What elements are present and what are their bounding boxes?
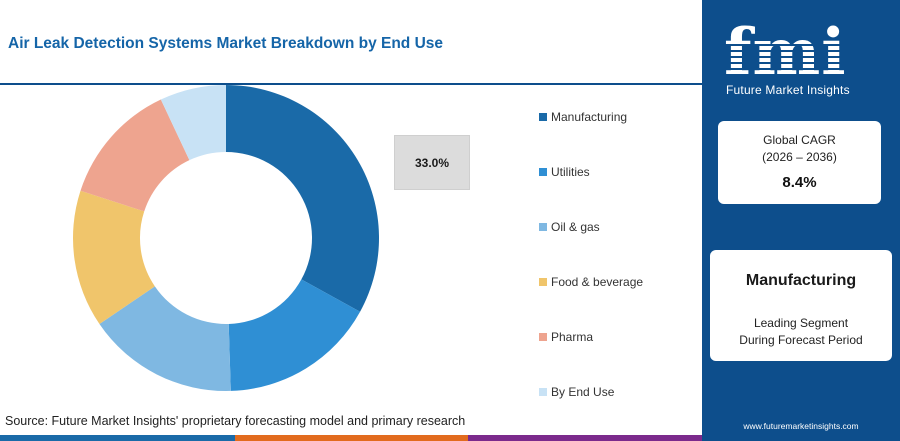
fmi-logo: fmi Future Market Insights	[702, 0, 900, 105]
cagr-period: (2026 – 2036)	[762, 150, 837, 164]
donut-slice-oil-gas	[99, 286, 231, 391]
legend-label: Oil & gas	[551, 220, 600, 234]
legend-item: By End Use	[539, 385, 614, 399]
legend-swatch	[539, 113, 547, 121]
title-divider	[0, 83, 702, 85]
legend-label: Manufacturing	[551, 110, 628, 124]
legend-swatch	[539, 223, 547, 231]
source-note: Source: Future Market Insights' propriet…	[5, 414, 466, 428]
legend-item: Oil & gas	[539, 220, 600, 234]
donut-slice-manufacturing	[226, 85, 379, 312]
legend-swatch	[539, 168, 547, 176]
value-callout: 33.0%	[394, 135, 470, 190]
legend-swatch	[539, 388, 547, 396]
legend-item: Utilities	[539, 165, 590, 179]
donut-slice-by-end-use	[160, 85, 226, 161]
cagr-label: Global CAGR	[763, 133, 836, 147]
legend-swatch	[539, 278, 547, 286]
legend-item: Manufacturing	[539, 110, 627, 124]
chart-panel: Air Leak Detection Systems Market Breakd…	[0, 35, 702, 441]
leading-segment-name: Manufacturing	[745, 272, 857, 289]
bottom-bar-segment	[235, 435, 468, 441]
bottom-bar-segment	[468, 435, 702, 441]
donut-slice-pharma	[80, 99, 190, 212]
logo-stripes	[724, 40, 874, 88]
brand-name: Future Market Insights	[726, 83, 850, 97]
legend-item: Food & beverage	[539, 275, 643, 289]
legend-label: Food & beverage	[551, 275, 644, 289]
bottom-bar-segment	[0, 435, 235, 441]
legend-label: Utilities	[551, 165, 590, 179]
website-url: www.futuremarketinsights.com	[743, 421, 859, 431]
leading-segment-card: Manufacturing Leading Segment During For…	[710, 250, 892, 361]
legend-item: Pharma	[539, 330, 593, 344]
legend-label: By End Use	[551, 385, 615, 399]
leading-segment-caption: Leading Segment	[753, 316, 849, 330]
donut-slice-food-beverage	[73, 190, 155, 324]
forecast-period-caption: During Forecast Period	[739, 333, 863, 347]
donut-chart	[73, 85, 379, 391]
donut-slice-utilities	[228, 279, 361, 391]
brand-sidebar: fmi Future Market Insights Global CAGR (…	[702, 0, 900, 441]
legend-swatch	[539, 333, 547, 341]
cagr-value: 8.4%	[782, 174, 817, 191]
cagr-card: Global CAGR (2026 – 2036) 8.4%	[718, 121, 881, 204]
bottom-color-bar	[0, 435, 702, 441]
legend-label: Pharma	[551, 330, 594, 344]
chart-title: Air Leak Detection Systems Market Breakd…	[8, 35, 444, 52]
